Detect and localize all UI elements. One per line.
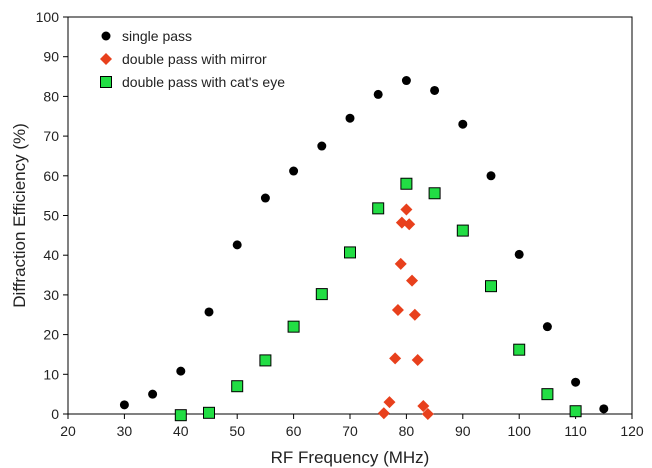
data-point: [408, 308, 421, 321]
data-point: [204, 307, 214, 317]
x-tick-label: 90: [455, 423, 471, 439]
data-point: [232, 240, 242, 250]
data-point: [486, 171, 496, 181]
x-tick-label: 120: [620, 423, 644, 439]
y-axis-title: Diffraction Efficiency (%): [10, 123, 29, 308]
data-point: [383, 396, 396, 409]
y-tick-label: 0: [51, 406, 59, 422]
x-tick-label: 70: [342, 423, 358, 439]
data-point: [344, 246, 356, 259]
x-axis: 20 30 40 50 60 70 80 90 100 110 120: [60, 414, 644, 439]
data-point: [421, 408, 434, 420]
data-point: [514, 249, 524, 259]
x-tick-label: 110: [564, 423, 587, 439]
x-tick-label: 50: [229, 423, 245, 439]
data-point: [403, 218, 416, 231]
series-circle: [119, 76, 609, 414]
legend-label: double pass with mirror: [122, 51, 267, 67]
data-point: [406, 274, 419, 287]
data-point: [148, 389, 158, 399]
data-point: [345, 113, 355, 123]
legend-label: single pass: [122, 28, 192, 44]
series-layer: [119, 76, 609, 422]
data-point: [289, 166, 299, 176]
x-tick-label: 100: [508, 423, 532, 439]
legend-marker: [100, 53, 112, 65]
data-point: [400, 203, 413, 216]
data-point: [394, 257, 407, 270]
y-tick-label: 30: [43, 287, 59, 303]
x-tick-label: 60: [286, 423, 302, 439]
data-point: [389, 352, 402, 365]
data-point: [458, 119, 468, 129]
data-point: [513, 343, 526, 356]
x-axis-title: RF Frequency (MHz): [271, 448, 430, 467]
data-point: [400, 177, 413, 190]
data-point: [569, 405, 582, 418]
data-point: [260, 193, 270, 203]
x-tick-label: 80: [399, 423, 415, 439]
data-point: [542, 322, 552, 332]
data-point: [599, 404, 609, 414]
x-tick-label: 40: [173, 423, 189, 439]
x-tick-label: 30: [117, 423, 133, 439]
series-diamond: [377, 203, 434, 420]
data-point: [411, 354, 424, 367]
data-point: [174, 409, 187, 422]
y-tick-label: 20: [43, 327, 59, 343]
y-tick-label: 10: [43, 366, 59, 382]
y-tick-label: 40: [43, 247, 59, 263]
data-point: [317, 141, 327, 151]
data-point: [372, 202, 385, 215]
y-tick-label: 50: [43, 208, 59, 224]
data-point: [176, 366, 186, 376]
series-square: [174, 177, 582, 422]
data-point: [259, 354, 272, 367]
y-tick-label: 100: [36, 9, 60, 25]
x-tick-label: 20: [60, 423, 76, 439]
y-tick-label: 70: [43, 128, 59, 144]
data-point: [315, 288, 328, 301]
data-point: [391, 303, 404, 316]
y-tick-label: 90: [43, 49, 59, 65]
y-tick-label: 60: [43, 168, 59, 184]
legend-marker: [101, 31, 111, 41]
data-point: [428, 187, 441, 200]
data-point: [485, 280, 497, 293]
legend-label: double pass with cat's eye: [122, 74, 285, 90]
data-point: [430, 85, 440, 95]
data-point: [571, 377, 581, 387]
data-point: [401, 76, 411, 86]
data-point: [231, 380, 244, 393]
data-point: [287, 320, 300, 333]
data-point: [203, 406, 215, 419]
data-point: [377, 407, 390, 420]
y-axis: 0 10 20 30 40 50 60 70 80 90 100: [36, 9, 68, 422]
data-point: [373, 89, 383, 99]
y-tick-label: 80: [43, 88, 59, 104]
legend: single pass double pass with mirror double…: [100, 28, 285, 90]
legend-marker: [100, 76, 112, 88]
data-point: [541, 388, 554, 401]
data-point: [417, 400, 430, 413]
data-point: [119, 400, 129, 410]
data-point: [456, 224, 469, 237]
